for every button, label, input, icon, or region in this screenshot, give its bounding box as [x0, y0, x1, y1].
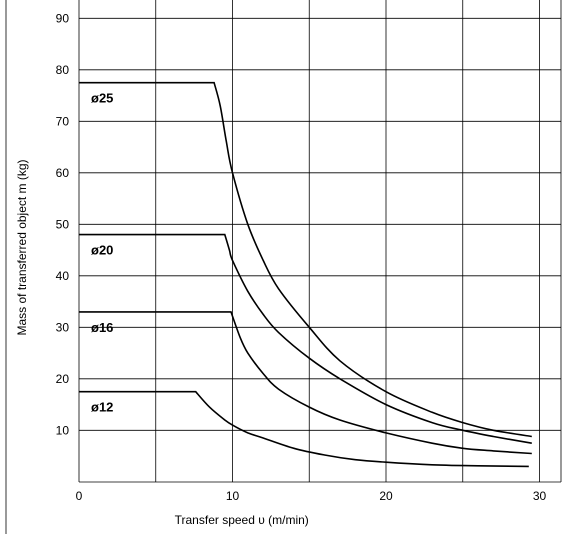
- y-tick-label: 40: [56, 269, 70, 283]
- y-tick-label: 10: [56, 423, 70, 437]
- y-tick-label: 60: [56, 166, 70, 180]
- y-tick-label: 70: [56, 114, 70, 128]
- y-tick-label: 50: [56, 217, 70, 231]
- x-tick-label: 20: [379, 489, 393, 503]
- series-line-2: [79, 311, 532, 455]
- series-line-1: [79, 233, 532, 444]
- series-label: ø12: [91, 400, 113, 415]
- series-line-0: [79, 81, 532, 438]
- y-tick-label: 90: [56, 11, 70, 25]
- x-tick-label: 30: [533, 489, 547, 503]
- series-line-3: [79, 390, 529, 468]
- y-axis-title: Mass of transferred object m (kg): [15, 159, 29, 335]
- x-tick-label: 10: [226, 489, 240, 503]
- series-label: ø16: [91, 320, 113, 335]
- tick-labels: 0 10 20 30 10 20 30 40 50 60 70 80 90: [56, 11, 547, 503]
- y-tick-label: 20: [56, 372, 70, 386]
- grid: [5, 0, 562, 534]
- x-axis-title: Transfer speed υ (m/min): [175, 513, 309, 527]
- x-tick-label: 0: [76, 489, 83, 503]
- series-label: ø25: [91, 91, 113, 106]
- y-tick-label: 30: [56, 320, 70, 334]
- y-tick-label: 80: [56, 63, 70, 77]
- series-label: ø20: [91, 243, 113, 258]
- series-lines: [79, 81, 532, 468]
- series-labels: ø25 ø20 ø16 ø12: [91, 91, 113, 415]
